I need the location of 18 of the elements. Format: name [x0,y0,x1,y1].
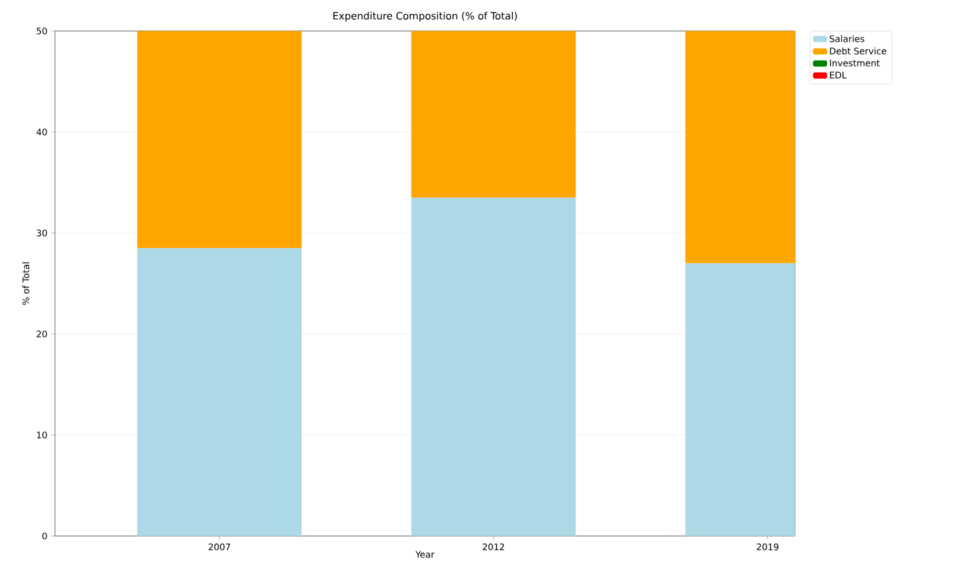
x-tick-label: 2019 [756,544,778,550]
legend-label: Investment [830,60,880,66]
x-axis-title: Year [415,551,435,558]
x-tick-label: 2012 [482,544,504,550]
y-tick-label: 50 [36,28,47,34]
chart-title: Expenditure Composition (% of Total) [333,12,517,22]
x-tick-label: 2007 [208,544,230,550]
y-tick-label: 20 [36,330,47,338]
y-tick-label: 40 [36,128,47,136]
legend-label: Debt Service [830,47,886,54]
bar [137,31,302,248]
y-tick-label: 0 [42,532,47,540]
legend-label: Salaries [830,35,864,42]
y-tick-label: 10 [37,432,47,438]
y-tick-label: 30 [36,230,47,236]
legend-label: EDL [830,72,847,78]
y-axis-title: % of Total [22,262,30,305]
bar [137,248,302,536]
